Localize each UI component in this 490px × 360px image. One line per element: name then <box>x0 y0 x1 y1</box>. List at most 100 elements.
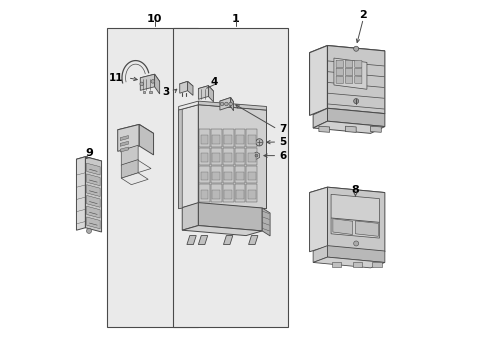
Polygon shape <box>310 187 385 198</box>
Polygon shape <box>143 91 146 93</box>
Polygon shape <box>262 208 270 236</box>
Polygon shape <box>313 108 327 128</box>
Polygon shape <box>355 68 362 76</box>
Bar <box>173 28 288 327</box>
Polygon shape <box>220 98 231 110</box>
Bar <box>211 148 221 165</box>
Text: 7: 7 <box>279 124 287 134</box>
Polygon shape <box>139 125 153 155</box>
Polygon shape <box>327 108 385 127</box>
Circle shape <box>354 241 359 246</box>
Polygon shape <box>118 125 153 139</box>
Bar <box>223 184 234 202</box>
Bar <box>200 190 208 199</box>
Bar <box>246 148 257 165</box>
Bar <box>199 130 210 147</box>
Bar <box>332 262 341 267</box>
Bar <box>235 166 245 183</box>
Bar <box>236 135 244 144</box>
Bar <box>212 135 220 144</box>
Bar <box>246 184 257 202</box>
Circle shape <box>87 228 92 233</box>
Circle shape <box>151 80 155 83</box>
Polygon shape <box>355 60 362 68</box>
Polygon shape <box>248 235 258 244</box>
Bar <box>246 130 257 147</box>
Bar <box>223 130 234 147</box>
Circle shape <box>354 46 359 51</box>
Polygon shape <box>182 226 262 235</box>
Bar <box>248 153 256 162</box>
Bar <box>372 262 382 267</box>
Polygon shape <box>140 74 155 90</box>
Bar <box>248 172 256 180</box>
Text: 6: 6 <box>279 150 287 161</box>
Text: 1: 1 <box>232 14 240 24</box>
Polygon shape <box>76 157 85 230</box>
Polygon shape <box>231 98 234 111</box>
Polygon shape <box>87 206 100 218</box>
Bar <box>248 190 256 199</box>
Polygon shape <box>118 125 139 151</box>
Polygon shape <box>327 45 385 114</box>
Text: 2: 2 <box>360 10 367 20</box>
Polygon shape <box>327 187 385 252</box>
Polygon shape <box>76 157 101 163</box>
Polygon shape <box>208 86 214 102</box>
Polygon shape <box>198 203 262 231</box>
Polygon shape <box>149 91 152 93</box>
Polygon shape <box>370 126 381 132</box>
Bar <box>212 153 220 162</box>
Polygon shape <box>331 194 379 238</box>
Bar <box>223 166 234 183</box>
Bar <box>236 190 244 199</box>
Polygon shape <box>333 219 353 234</box>
Text: 5: 5 <box>279 137 287 147</box>
Polygon shape <box>345 60 353 68</box>
Bar <box>224 172 232 180</box>
Bar <box>248 135 256 144</box>
Polygon shape <box>313 257 385 268</box>
Bar <box>107 28 198 327</box>
Bar <box>224 153 232 162</box>
Bar <box>236 153 244 162</box>
Bar <box>200 135 208 144</box>
Polygon shape <box>120 135 128 140</box>
Polygon shape <box>310 45 385 58</box>
Bar <box>200 153 208 162</box>
Bar <box>199 166 210 183</box>
Circle shape <box>220 102 224 106</box>
Bar <box>223 148 234 165</box>
Polygon shape <box>336 68 343 76</box>
Polygon shape <box>179 101 198 110</box>
Polygon shape <box>223 235 233 244</box>
Polygon shape <box>310 187 327 252</box>
Polygon shape <box>313 121 385 134</box>
Polygon shape <box>198 235 208 244</box>
Polygon shape <box>327 246 385 262</box>
Polygon shape <box>87 174 100 186</box>
Bar <box>212 172 220 180</box>
Polygon shape <box>355 221 378 236</box>
Text: 9: 9 <box>85 148 93 158</box>
Bar <box>212 190 220 199</box>
Circle shape <box>256 139 263 146</box>
Polygon shape <box>120 147 128 152</box>
Bar <box>224 190 232 199</box>
Polygon shape <box>345 126 356 132</box>
Polygon shape <box>313 246 327 262</box>
Polygon shape <box>198 86 214 94</box>
Bar <box>211 166 221 183</box>
Circle shape <box>255 154 258 157</box>
Polygon shape <box>182 203 198 230</box>
Bar <box>235 130 245 147</box>
Circle shape <box>140 82 144 86</box>
Polygon shape <box>179 109 182 209</box>
Polygon shape <box>122 145 138 166</box>
Polygon shape <box>336 76 343 84</box>
Circle shape <box>224 102 228 106</box>
Polygon shape <box>345 76 353 84</box>
Polygon shape <box>122 160 151 174</box>
Bar <box>235 184 245 202</box>
Text: 3: 3 <box>163 87 170 97</box>
